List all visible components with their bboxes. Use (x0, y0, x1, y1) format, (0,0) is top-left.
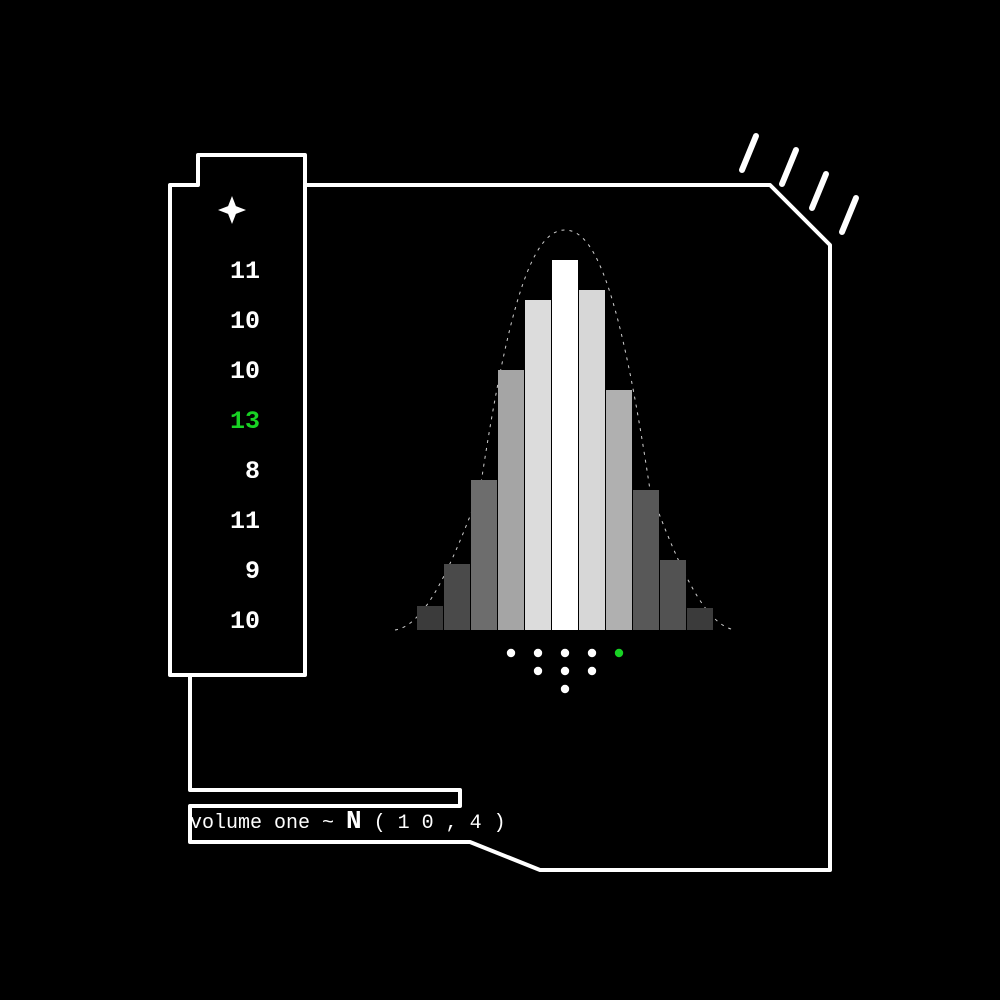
histogram-bar (660, 560, 686, 630)
histogram-bar (417, 606, 443, 630)
histogram-bar (498, 370, 524, 630)
sidebar-value: 9 (245, 557, 260, 586)
sidebar-value: 10 (230, 307, 260, 336)
dot (588, 667, 596, 675)
dot (588, 649, 596, 657)
caption-left: volume one ~ (190, 812, 346, 835)
histogram-bar (579, 290, 605, 630)
histogram-bar (633, 490, 659, 630)
dot (561, 685, 569, 693)
histogram-bar (606, 390, 632, 630)
histogram-bar (552, 260, 578, 630)
caption-right: ( 1 0 , 4 ) (362, 812, 506, 835)
dot-accent (615, 649, 623, 657)
dot (507, 649, 515, 657)
dot (561, 649, 569, 657)
histogram-bar (444, 564, 470, 630)
histogram-bar (471, 480, 497, 630)
sidebar-value: 10 (230, 607, 260, 636)
sidebar-value-highlight: 13 (230, 407, 260, 436)
dot (534, 667, 542, 675)
sidebar-value: 11 (230, 507, 260, 536)
sidebar-value: 11 (230, 257, 260, 286)
dot (561, 667, 569, 675)
histogram-bar (687, 608, 713, 630)
dot (534, 649, 542, 657)
sidebar-value: 10 (230, 357, 260, 386)
sidebar-value: 8 (245, 457, 260, 486)
caption-symbol: N (346, 806, 362, 836)
histogram-bar (525, 300, 551, 630)
